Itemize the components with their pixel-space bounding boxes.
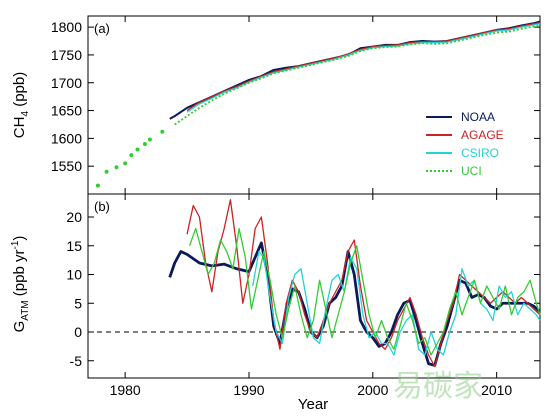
x-tick-label: 2010 <box>481 382 512 398</box>
y-tick-label: 20 <box>66 209 82 225</box>
y-tick-label: 1600 <box>51 130 82 146</box>
panel-a-x-axis <box>124 16 498 194</box>
legend-label-noaa: NOAA <box>461 110 495 124</box>
watermark: 易碳家 <box>393 369 483 404</box>
panel-b-x-axis: 1980 1990 2000 2010 <box>110 194 512 398</box>
x-axis-label: Year <box>298 396 328 413</box>
noaa-series-line <box>169 20 541 120</box>
legend: NOAA AGAGE CSIRO UCI <box>426 110 504 178</box>
panel-a-y-label: CH4 (ppb) <box>11 72 31 138</box>
panel-a-y-axis: 1550 1600 1650 1700 1750 1800 <box>51 19 540 174</box>
uci-point <box>104 169 109 174</box>
panel-b-frame <box>87 193 541 379</box>
csiro-series-line <box>252 250 541 356</box>
y-tick-label: 15 <box>66 238 82 254</box>
x-tick-label: 1980 <box>110 382 141 398</box>
y-tick-label: 5 <box>74 295 82 311</box>
panel-b-y-axis: -5 0 5 10 15 20 <box>66 209 540 369</box>
y-tick-label: 1650 <box>51 103 82 119</box>
panel-b-series <box>168 199 541 368</box>
panel-b-label: (b) <box>94 199 110 214</box>
panel-b-y-label: GATM (ppb yr-1) <box>10 236 31 333</box>
uci-series-line <box>188 227 541 356</box>
csiro-series-line <box>186 23 541 113</box>
uci-point <box>160 129 165 134</box>
panel-b: (b) -5 0 5 10 15 20 1980 1990 2000 2010 GATM (pp… <box>10 193 541 413</box>
uci-point <box>114 165 119 170</box>
panel-a-label: (a) <box>94 21 110 36</box>
x-tick-label: 2000 <box>357 382 388 398</box>
y-tick-label: 1550 <box>51 158 82 174</box>
uci-point <box>135 147 140 152</box>
uci-series-line <box>174 24 541 126</box>
y-tick-label: -5 <box>70 353 83 369</box>
agage-series-line <box>186 22 541 112</box>
uci-point <box>147 137 152 142</box>
uci-point <box>129 153 134 158</box>
y-tick-label: 0 <box>74 324 82 340</box>
uci-point <box>123 161 128 166</box>
uci-point <box>142 141 147 146</box>
uci-point <box>95 183 100 188</box>
x-tick-label: 1990 <box>233 382 264 398</box>
y-tick-label: 1800 <box>51 19 82 35</box>
panel-a: (a) 1550 1600 1650 1700 1750 1800 CH4 (ppb) N… <box>11 15 541 195</box>
legend-label-csiro: CSIRO <box>461 146 499 160</box>
legend-label-uci: UCI <box>461 164 482 178</box>
y-tick-label: 10 <box>66 267 82 283</box>
y-tick-label: 1750 <box>51 47 82 63</box>
y-tick-label: 1700 <box>51 75 82 91</box>
noaa-series-line <box>168 241 541 367</box>
agage-series-line <box>186 199 541 368</box>
panel-a-series <box>95 20 541 188</box>
legend-label-agage: AGAGE <box>461 128 504 142</box>
